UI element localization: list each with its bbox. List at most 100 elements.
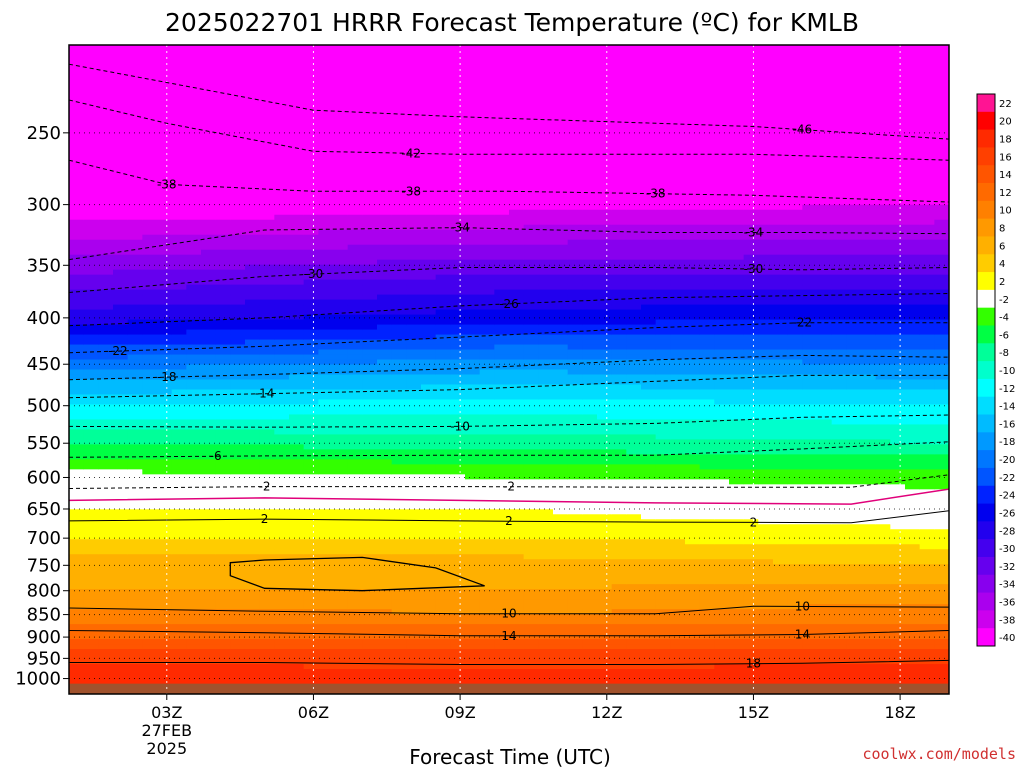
field-cell bbox=[406, 334, 422, 341]
field-cell bbox=[567, 674, 583, 680]
field-cell bbox=[333, 559, 349, 565]
field-cell bbox=[494, 524, 510, 530]
field-cell bbox=[333, 99, 349, 106]
field-cell bbox=[509, 589, 525, 595]
field-cell bbox=[259, 564, 275, 570]
field-cell bbox=[435, 259, 451, 266]
field-cell bbox=[582, 394, 598, 401]
field-cell bbox=[567, 429, 583, 435]
field-cell bbox=[274, 279, 290, 286]
field-cell bbox=[201, 359, 217, 366]
field-cell bbox=[421, 54, 437, 61]
field-cell bbox=[127, 49, 143, 56]
field-cell bbox=[567, 369, 583, 376]
field-cell bbox=[406, 209, 422, 216]
field-cell bbox=[377, 54, 393, 61]
field-cell bbox=[113, 184, 129, 191]
field-cell bbox=[406, 99, 422, 106]
field-cell bbox=[318, 579, 334, 585]
field-cell bbox=[362, 344, 378, 351]
field-cell bbox=[303, 239, 319, 246]
field-cell bbox=[523, 244, 539, 251]
field-cell bbox=[98, 369, 114, 376]
field-cell bbox=[230, 589, 246, 595]
field-cell bbox=[333, 464, 349, 470]
field-cell bbox=[479, 614, 495, 620]
field-cell bbox=[450, 99, 466, 106]
field-cell bbox=[479, 99, 495, 106]
field-cell bbox=[245, 449, 261, 455]
field-cell bbox=[582, 114, 598, 121]
field-cell bbox=[274, 214, 290, 221]
field-cell bbox=[215, 559, 231, 565]
field-cell bbox=[127, 354, 143, 361]
field-cell bbox=[157, 614, 173, 620]
field-cell bbox=[245, 79, 261, 86]
field-cell bbox=[171, 274, 187, 281]
field-cell bbox=[245, 139, 261, 146]
field-cell bbox=[69, 524, 85, 530]
field-cell bbox=[391, 429, 407, 435]
field-cell bbox=[201, 164, 217, 171]
field-cell bbox=[567, 129, 583, 136]
field-cell bbox=[303, 369, 319, 376]
field-cell bbox=[347, 279, 363, 286]
field-cell bbox=[157, 279, 173, 286]
field-cell bbox=[274, 89, 290, 96]
field-cell bbox=[362, 259, 378, 266]
field-cell bbox=[391, 589, 407, 595]
field-cell bbox=[98, 404, 114, 411]
field-cell bbox=[494, 159, 510, 166]
field-cell bbox=[465, 609, 481, 615]
field-cell bbox=[479, 279, 495, 286]
field-cell bbox=[289, 444, 305, 450]
field-cell bbox=[201, 144, 217, 151]
field-cell bbox=[83, 359, 99, 366]
field-cell bbox=[523, 149, 539, 156]
field-cell bbox=[157, 339, 173, 346]
field-cell bbox=[127, 649, 143, 655]
field-cell bbox=[127, 349, 143, 356]
field-cell bbox=[538, 469, 554, 475]
field-cell bbox=[582, 299, 598, 306]
field-cell bbox=[567, 679, 583, 685]
field-cell bbox=[406, 554, 422, 560]
field-cell bbox=[127, 134, 143, 141]
field-cell bbox=[69, 399, 85, 406]
field-cell bbox=[69, 129, 85, 136]
field-cell bbox=[523, 319, 539, 326]
field-cell bbox=[83, 364, 99, 371]
field-cell bbox=[69, 544, 85, 550]
field-cell bbox=[421, 234, 437, 241]
field-cell bbox=[69, 419, 85, 426]
field-cell bbox=[523, 259, 539, 266]
field-cell bbox=[113, 644, 129, 650]
field-cell bbox=[406, 594, 422, 600]
field-cell bbox=[450, 574, 466, 580]
field-cell bbox=[611, 299, 627, 306]
field-cell bbox=[582, 89, 598, 96]
field-cell bbox=[142, 469, 158, 475]
field-cell bbox=[274, 69, 290, 76]
field-cell bbox=[465, 204, 481, 211]
field-cell bbox=[421, 664, 437, 670]
field-cell bbox=[333, 144, 349, 151]
field-cell bbox=[171, 259, 187, 266]
field-cell bbox=[98, 129, 114, 136]
field-cell bbox=[215, 574, 231, 580]
field-cell bbox=[215, 64, 231, 71]
field-cell bbox=[259, 434, 275, 440]
field-cell bbox=[391, 439, 407, 445]
field-cell bbox=[611, 234, 627, 241]
field-cell bbox=[245, 444, 261, 450]
field-cell bbox=[171, 204, 187, 211]
field-cell bbox=[127, 324, 143, 331]
field-cell bbox=[450, 594, 466, 600]
field-cell bbox=[289, 179, 305, 186]
field-cell bbox=[626, 229, 642, 236]
field-cell bbox=[465, 379, 481, 386]
field-cell bbox=[83, 604, 99, 610]
field-cell bbox=[582, 509, 598, 515]
field-cell bbox=[421, 45, 437, 51]
field-cell bbox=[303, 494, 319, 500]
